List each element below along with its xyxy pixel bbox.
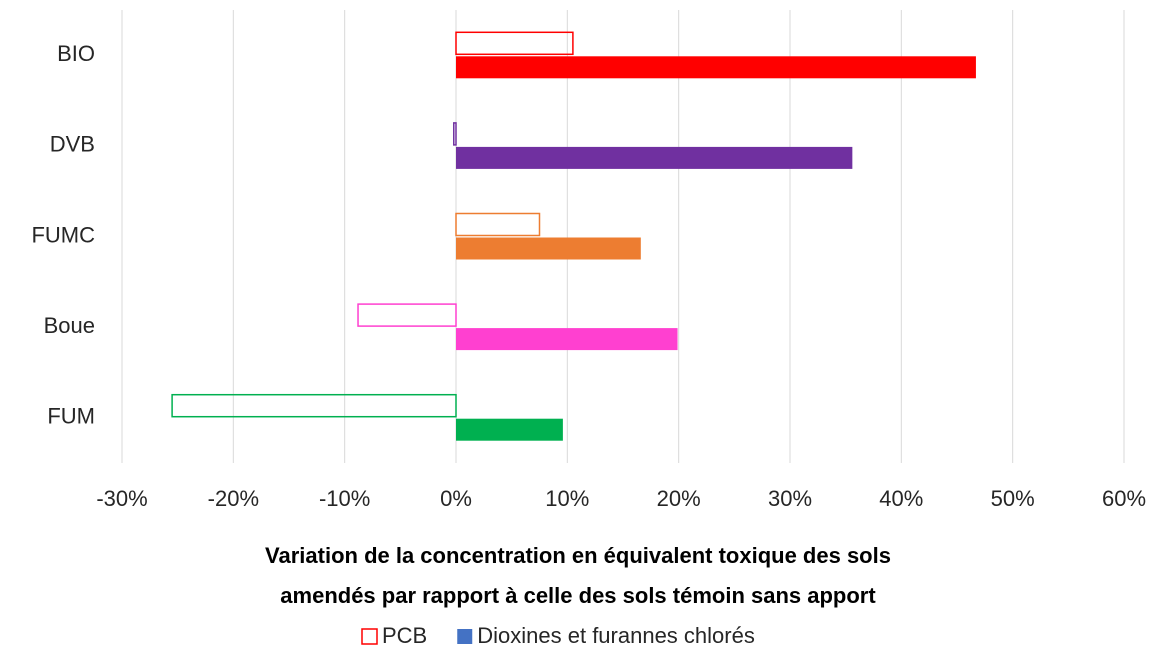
y-tick-label: BIO [57,41,95,66]
x-tick-label: -20% [208,486,259,511]
bar [456,328,678,351]
x-tick-label: 0% [440,486,472,511]
y-tick-label: DVB [50,132,95,157]
bar [456,418,563,441]
y-tick-label: FUM [47,404,95,429]
bar [456,56,976,79]
x-tick-label: 40% [879,486,923,511]
bar [456,146,853,169]
x-axis-title: Variation de la concentration en équival… [265,543,891,568]
bar [456,237,641,260]
x-tick-label: -30% [96,486,147,511]
x-tick-label: 50% [991,486,1035,511]
bar [357,303,457,327]
x-axis-title: amendés par rapport à celle des sols tém… [280,583,876,608]
legend-label: Dioxines et furannes chlorés [477,623,755,648]
y-tick-label: Boue [44,313,95,338]
y-tick-label: FUMC [31,222,95,247]
legend-swatch [361,628,378,645]
legend-label: PCB [382,623,427,648]
x-tick-label: 60% [1102,486,1146,511]
bar [455,31,574,56]
x-tick-label: 20% [657,486,701,511]
bar [455,212,541,237]
x-tick-label: -10% [319,486,370,511]
x-tick-label: 10% [545,486,589,511]
x-tick-label: 30% [768,486,812,511]
bar [171,393,457,418]
bar [453,122,457,146]
legend-swatch [457,629,473,644]
